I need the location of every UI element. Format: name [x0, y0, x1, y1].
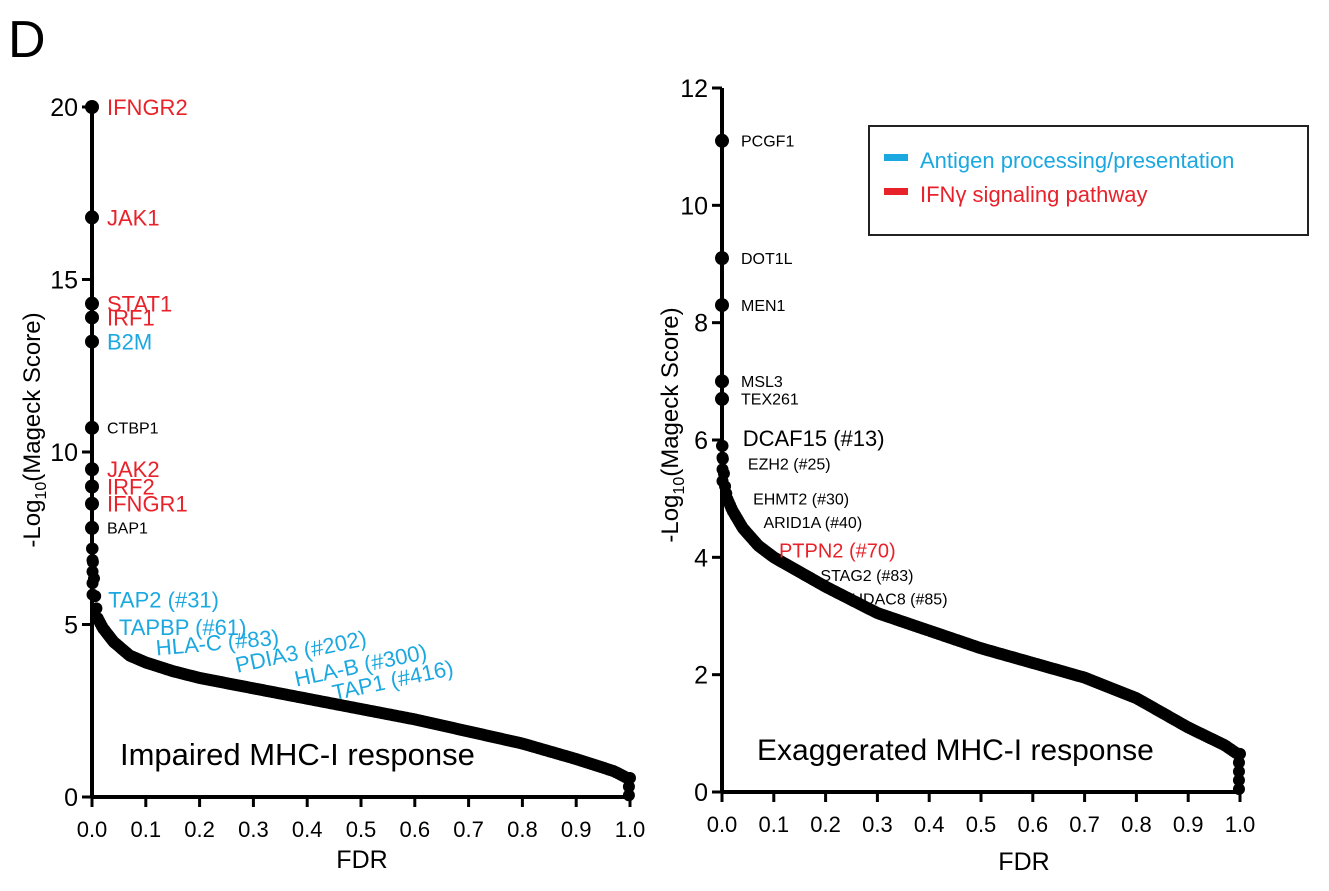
- gene-point: [85, 310, 99, 325]
- x-tick-label: 0.8: [1121, 812, 1152, 837]
- x-tick-label: 0.1: [131, 817, 162, 842]
- x-tick-label: 0.9: [561, 817, 592, 842]
- gene-point: [85, 100, 99, 114]
- chart-left: 0 5 10 15 20 0.0 0.1 0.2 0.3 0.4 0.5 0.6 0.7 0.8 0.9 1.…: [19, 94, 645, 874]
- ranked-gene-label: ARID1A (#40): [763, 515, 862, 532]
- y-tick-label: 10: [680, 192, 708, 220]
- gene-point: [85, 210, 99, 225]
- gene-point: [85, 334, 99, 349]
- gene-label: JAK1: [107, 205, 160, 230]
- ranked-gene-label: EHMT2 (#30): [753, 492, 849, 509]
- x-axis-label: FDR: [336, 846, 387, 874]
- y-tick-label: 20: [50, 94, 78, 122]
- x-tick-label: 0.8: [507, 817, 538, 842]
- gene-label: IFNGR1: [107, 492, 188, 517]
- gene-label: MSL3: [741, 374, 783, 391]
- gene-label: MEN1: [741, 298, 786, 315]
- gene-label: CTBP1: [107, 421, 159, 438]
- data-point: [1232, 774, 1245, 787]
- ranked-gene-label: HDAC8 (#85): [852, 591, 948, 608]
- y-tick-label: 4: [694, 544, 708, 572]
- x-axis-label: FDR: [998, 848, 1049, 876]
- legend: Antigen processing/presentation IFNγ sig…: [868, 125, 1309, 236]
- y-tick-label: 15: [50, 267, 78, 295]
- x-tick-label: 0.2: [184, 817, 215, 842]
- gene-label: PCGF1: [741, 134, 794, 151]
- gene-point: [85, 462, 99, 477]
- legend-label-antigen: Antigen processing/presentation: [920, 148, 1234, 173]
- data-point: [1232, 756, 1245, 769]
- x-tick-label: 0.1: [759, 812, 790, 837]
- chart-annotation: Exaggerated MHC-I response: [757, 734, 1154, 767]
- gene-label: TEX261: [741, 392, 799, 409]
- y-tick-label: 6: [694, 427, 708, 455]
- y-tick-label: 0: [694, 779, 708, 807]
- x-tick-label: 0.7: [1069, 812, 1100, 837]
- y-tick-label: 12: [680, 75, 708, 103]
- legend-swatch-antigen: [884, 154, 908, 161]
- x-tick-label: 0.0: [707, 812, 738, 837]
- x-tick-label: 0.4: [914, 812, 945, 837]
- x-tick-label: 0.6: [400, 817, 431, 842]
- x-tick-label: 0.6: [1018, 812, 1049, 837]
- data-point: [1232, 747, 1245, 760]
- gene-label: STAT1: [107, 292, 172, 317]
- gene-point: [715, 298, 729, 313]
- x-tick-label: 0.7: [453, 817, 484, 842]
- legend-label-ifng: IFNγ signaling pathway: [920, 182, 1147, 207]
- y-tick-label: 10: [50, 439, 78, 467]
- x-tick-label: 1.0: [615, 817, 646, 842]
- x-tick-label: 1.0: [1225, 812, 1256, 837]
- data-point: [622, 772, 635, 785]
- y-tick-label: 0: [64, 784, 78, 812]
- data-curve: [716, 439, 1246, 796]
- x-tick-label: 0.4: [292, 817, 323, 842]
- y-tick-label: 8: [694, 310, 708, 338]
- x-tick-label: 0.5: [346, 817, 377, 842]
- gene-point: [715, 374, 729, 389]
- gene-label: B2M: [107, 330, 152, 355]
- gene-point: [85, 520, 99, 535]
- ranked-gene-label: TAP2 (#31): [108, 587, 219, 612]
- x-tick-label: 0.9: [1173, 812, 1204, 837]
- y-tick-label: 2: [694, 662, 708, 690]
- legend-box: [868, 125, 1309, 236]
- gene-label: DOT1L: [741, 251, 793, 268]
- data-point: [1232, 765, 1245, 778]
- gene-point: [715, 391, 729, 406]
- gene-label: IRF1: [107, 305, 155, 330]
- x-tick-label: 0.2: [810, 812, 841, 837]
- ranked-gene-label: TAPBP (#61): [119, 615, 247, 640]
- data-point: [622, 780, 635, 793]
- gene-label: BAP1: [107, 521, 148, 538]
- chart-right: 0 2 4 6 8 10 12 0.0 0.1 0.2 0.3 0.4 0.5 0.6 0.7 0.8 0.9 1…: [657, 75, 1255, 876]
- ranked-gene-label: DCAF15 (#13): [743, 426, 885, 451]
- gene-point: [715, 251, 729, 266]
- ranked-gene-label: PTPN2 (#70): [779, 540, 896, 562]
- x-tick-label: 0.3: [238, 817, 269, 842]
- gene-point: [715, 133, 729, 148]
- y-axis-label: -Log10(Mageck Score): [19, 312, 50, 547]
- chart-annotation: Impaired MHC-I response: [120, 737, 475, 772]
- legend-swatch-ifng: [884, 188, 908, 195]
- gene-point: [85, 479, 99, 494]
- gene-label: JAK2: [107, 457, 160, 482]
- ranked-gene-label: EZH2 (#25): [748, 456, 831, 473]
- gene-point: [85, 296, 99, 311]
- ranked-gene-label: STAG2 (#83): [820, 568, 913, 585]
- x-tick-label: 0.3: [862, 812, 893, 837]
- x-tick-label: 0.5: [966, 812, 997, 837]
- data-curve: [86, 542, 636, 802]
- gene-label: IFNGR2: [107, 95, 188, 120]
- gene-point: [85, 420, 99, 435]
- y-axis-label: -Log10(Mageck Score): [657, 307, 688, 542]
- x-tick-label: 0.0: [77, 817, 108, 842]
- panel-letter: D: [8, 11, 46, 69]
- gene-point: [85, 496, 99, 511]
- gene-label: IRF2: [107, 474, 155, 499]
- y-tick-label: 5: [64, 612, 78, 640]
